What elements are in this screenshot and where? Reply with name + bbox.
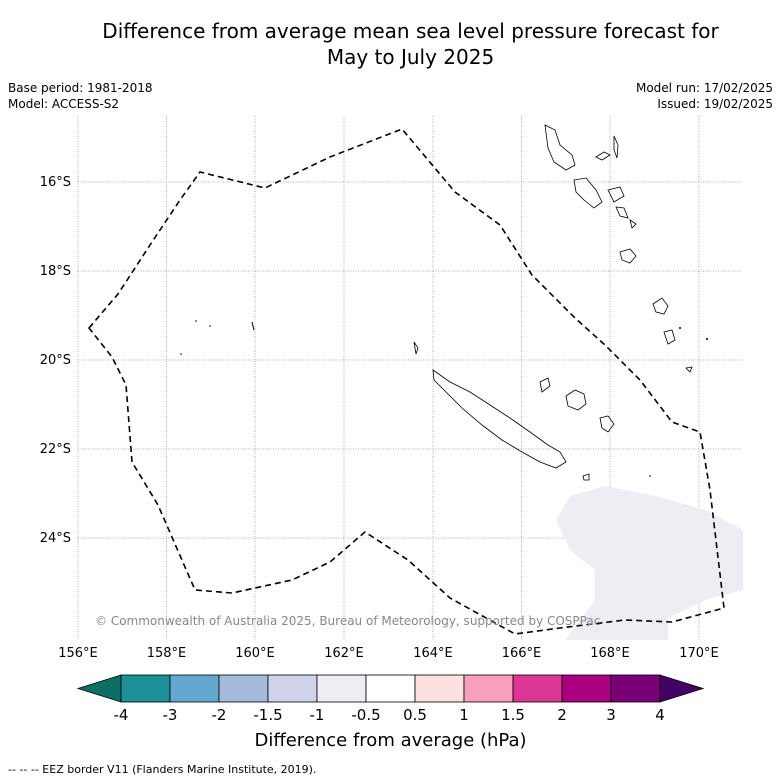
lon-tick-160e: 160°E — [235, 646, 275, 661]
colorbar-tick-label: -1.5 — [253, 706, 283, 724]
lat-tick-20s: 20°S — [39, 353, 71, 368]
base-period: Base period: 1981-2018 — [8, 81, 153, 95]
islet-south — [582, 473, 590, 481]
meta-left: Base period: 1981-2018 Model: ACCESS-S2 — [8, 80, 153, 112]
copyright-notice: © Commonwealth of Australia 2025, Bureau… — [95, 614, 601, 628]
anomaly-shading — [556, 486, 743, 640]
islet-west-2 — [195, 320, 197, 322]
vanuatu-islet-1 — [615, 206, 629, 219]
islet-west-4 — [180, 353, 182, 355]
colorbar-extend-low — [76, 674, 122, 703]
lat-tick-16s: 16°S — [39, 175, 71, 190]
lon-tick-166e: 166°E — [501, 646, 542, 661]
title-line-2: May to July 2025 — [326, 45, 495, 69]
colorbar — [76, 674, 705, 703]
vanuatu-islet-2 — [629, 219, 637, 229]
lat-tick-24s: 24°S — [39, 531, 71, 546]
colorbar-tick-label: -0.5 — [351, 706, 381, 724]
loyalty-island-2 — [565, 389, 587, 411]
colorbar-tick-label: -4 — [113, 706, 129, 724]
eez-border — [87, 128, 725, 635]
colorbar-segment — [561, 674, 612, 703]
islet-east-2 — [679, 327, 681, 329]
colorbar-segment — [267, 674, 318, 703]
lon-tick-168e: 168°E — [590, 646, 630, 661]
title-line-1: Difference from average mean sea level p… — [102, 19, 719, 43]
colorbar-tick-label: 4 — [655, 706, 665, 724]
vanuatu-pentecost — [607, 186, 625, 203]
colorbar-segment — [610, 674, 661, 703]
islet-east-3 — [649, 475, 651, 477]
colorbar-tick-label: 3 — [606, 706, 616, 724]
colorbar-tick-label: -2 — [211, 706, 227, 724]
meta-right: Model run: 17/02/2025 Issued: 19/02/2025 — [636, 80, 773, 112]
vanuatu-erromango — [652, 297, 669, 315]
graticule — [77, 116, 743, 640]
islet-nc-north — [413, 341, 419, 355]
model-name: Model: ACCESS-S2 — [8, 97, 120, 111]
vanuatu-aneityum — [685, 366, 693, 373]
islet-west-1 — [251, 321, 255, 331]
colorbar-extend-high — [659, 674, 705, 703]
vanuatu-malekula — [573, 177, 603, 209]
colorbar-segment — [512, 674, 563, 703]
lat-tick-22s: 22°S — [39, 442, 71, 457]
lon-tick-156e: 156°E — [58, 646, 98, 661]
colorbar-tick-label: -1 — [309, 706, 325, 724]
colorbar-tick-label: 2 — [557, 706, 567, 724]
loyalty-island-3 — [599, 415, 615, 433]
colorbar-segment — [169, 674, 220, 703]
vanuatu-maewo — [613, 135, 619, 159]
colorbar-segment — [414, 674, 465, 703]
colorbar-segment — [316, 674, 367, 703]
colorbar-tick-label: 1.5 — [501, 706, 525, 724]
islet-east-1 — [706, 338, 708, 340]
model-run: Model run: 17/02/2025 — [635, 81, 773, 95]
colorbar-tick-label: -3 — [162, 706, 178, 724]
lon-tick-170e: 170°E — [679, 646, 719, 661]
lon-tick-162e: 162°E — [324, 646, 364, 661]
vanuatu-efate — [619, 248, 637, 264]
colorbar-segment — [365, 674, 416, 703]
colorbar-title: Difference from average (hPa) — [254, 730, 527, 751]
colorbar-segment — [218, 674, 269, 703]
colorbar-tick-label: 1 — [459, 706, 469, 724]
vanuatu-tanna — [663, 329, 676, 345]
new-caledonia — [432, 369, 567, 469]
loyalty-island-1 — [539, 377, 551, 393]
colorbar-segment — [463, 674, 514, 703]
lat-tick-18s: 18°S — [39, 264, 71, 279]
vanuatu-ambae — [595, 151, 611, 161]
lon-tick-158e: 158°E — [146, 646, 187, 661]
footer-note: -- -- -- EEZ border V11 (Flanders Marine… — [8, 763, 317, 776]
colorbar-tick-label: 0.5 — [403, 706, 427, 724]
lon-tick-164e: 164°E — [413, 646, 453, 661]
islet-west-3 — [209, 325, 211, 327]
issued-date: Issued: 19/02/2025 — [657, 97, 773, 111]
colorbar-segment — [120, 674, 171, 703]
map-title: Difference from average mean sea level p… — [40, 18, 781, 70]
vanuatu-espiritu-santo — [544, 124, 576, 171]
